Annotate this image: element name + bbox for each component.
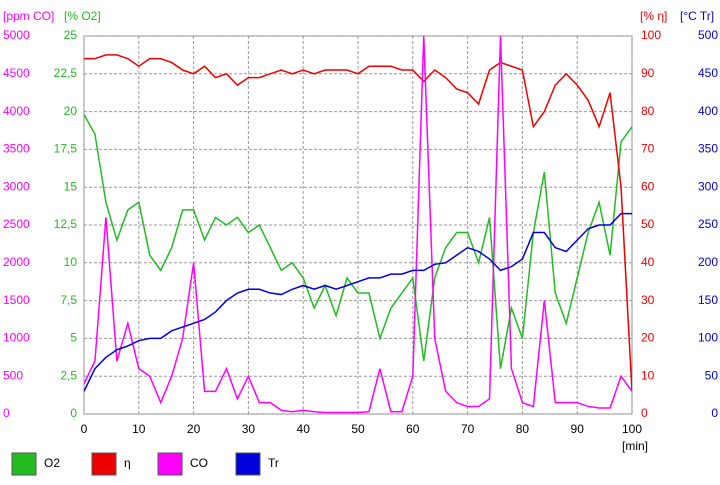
y2-tick-label: 15 — [64, 179, 78, 193]
y4-tick-label: 50 — [705, 368, 719, 382]
series-line — [84, 54, 632, 392]
y4-tick-label: 300 — [698, 179, 718, 193]
y2-tick-label: 22,5 — [54, 66, 78, 80]
y4-tick-label: 400 — [698, 104, 718, 118]
y-tick-label: 1000 — [3, 331, 30, 345]
y4-axis-label: [°C Tr] — [680, 9, 714, 23]
y3-tick-label: 60 — [641, 179, 655, 193]
legend-swatch — [235, 452, 261, 476]
y-tick-label: 5000 — [3, 28, 30, 42]
y2-tick-label: 20 — [64, 104, 78, 118]
y-tick-label: 0 — [3, 406, 10, 420]
y-tick-label: 3500 — [3, 142, 30, 156]
y3-tick-label: 20 — [641, 331, 655, 345]
y3-tick-label: 100 — [641, 28, 661, 42]
x-tick-label: 20 — [187, 422, 201, 436]
x-tick-label: 30 — [242, 422, 256, 436]
y4-tick-label: 250 — [698, 217, 718, 231]
y3-axis-label: [% η] — [640, 9, 667, 23]
x-tick-label: 10 — [132, 422, 146, 436]
y3-tick-label: 70 — [641, 142, 655, 156]
y3-tick-label: 40 — [641, 255, 655, 269]
y4-tick-label: 150 — [698, 293, 718, 307]
legend-swatch — [91, 452, 117, 476]
y-axis-label: [ppm CO] — [3, 9, 54, 23]
y-tick-label: 3000 — [3, 179, 30, 193]
x-tick-label: 70 — [461, 422, 475, 436]
y2-tick-label: 17,5 — [54, 142, 78, 156]
x-tick-label: 90 — [571, 422, 585, 436]
y-tick-label: 2500 — [3, 217, 30, 231]
series-line — [84, 36, 632, 414]
x-axis-label: [min] — [622, 439, 648, 453]
y4-tick-label: 100 — [698, 331, 718, 345]
legend-swatch — [157, 452, 183, 476]
y2-tick-label: 12,5 — [54, 217, 78, 231]
y3-tick-label: 10 — [641, 368, 655, 382]
y3-tick-label: 90 — [641, 66, 655, 80]
y2-tick-label: 7,5 — [60, 293, 77, 307]
y4-tick-label: 200 — [698, 255, 718, 269]
y4-tick-label: 500 — [698, 28, 718, 42]
y-tick-label: 4000 — [3, 104, 30, 118]
legend-label: O2 — [44, 456, 60, 470]
y-tick-label: 1500 — [3, 293, 30, 307]
legend-label: Tr — [268, 456, 279, 470]
x-tick-label: 40 — [297, 422, 311, 436]
y3-tick-label: 0 — [641, 406, 648, 420]
y4-tick-label: 450 — [698, 66, 718, 80]
x-tick-label: 100 — [622, 422, 642, 436]
y2-tick-label: 0 — [70, 406, 77, 420]
y3-tick-label: 50 — [641, 217, 655, 231]
y2-tick-label: 5 — [70, 331, 77, 345]
y3-tick-label: 30 — [641, 293, 655, 307]
series-line — [84, 212, 632, 392]
y2-tick-label: 10 — [64, 255, 78, 269]
y2-tick-label: 25 — [64, 28, 78, 42]
y4-tick-label: 0 — [711, 406, 718, 420]
x-tick-label: 60 — [406, 422, 420, 436]
y2-tick-label: 2,5 — [60, 368, 77, 382]
y4-tick-label: 350 — [698, 142, 718, 156]
legend-label: CO — [190, 456, 208, 470]
y-tick-label: 2000 — [3, 255, 30, 269]
y-tick-label: 500 — [3, 368, 23, 382]
series-line — [84, 114, 632, 369]
y2-axis-label: [% O2] — [64, 9, 101, 23]
x-tick-label: 80 — [516, 422, 530, 436]
x-tick-label: 0 — [81, 422, 88, 436]
y3-tick-label: 80 — [641, 104, 655, 118]
y-tick-label: 4500 — [3, 66, 30, 80]
legend-label: η — [124, 456, 131, 470]
legend-swatch — [11, 452, 37, 476]
x-tick-label: 50 — [351, 422, 365, 436]
